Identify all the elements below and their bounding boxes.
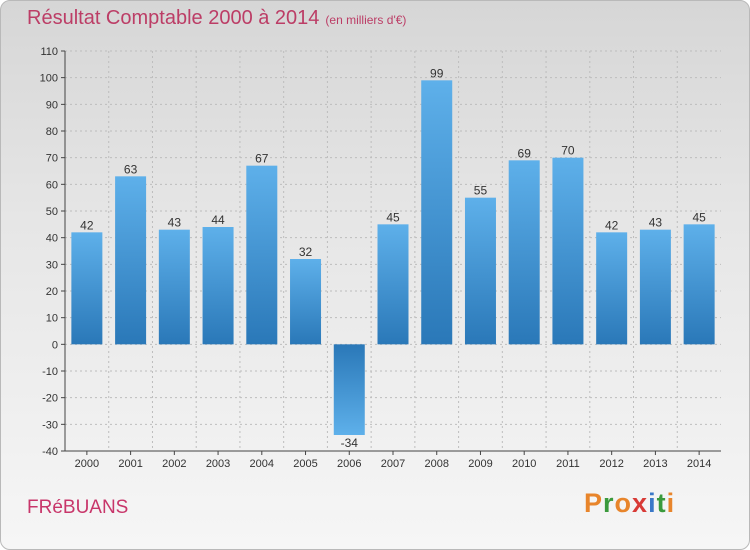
y-tick-label: 20 bbox=[46, 286, 58, 298]
bar bbox=[377, 224, 409, 345]
y-tick-label: 60 bbox=[46, 179, 58, 191]
bar-value-label: 43 bbox=[649, 216, 663, 230]
y-tick-label: 110 bbox=[40, 46, 58, 58]
bar bbox=[639, 229, 671, 345]
bar bbox=[71, 232, 103, 345]
y-tick-label: 10 bbox=[46, 313, 58, 325]
bar bbox=[464, 197, 496, 345]
y-tick-label: 90 bbox=[46, 99, 58, 111]
y-tick-label: -30 bbox=[42, 419, 58, 431]
x-tick-label: 2006 bbox=[337, 458, 361, 470]
y-tick-label: 80 bbox=[46, 126, 58, 138]
x-tick-label: 2010 bbox=[512, 458, 536, 470]
bar-value-label: 42 bbox=[605, 218, 619, 232]
x-tick-label: 2004 bbox=[250, 458, 274, 470]
bar bbox=[333, 344, 365, 435]
y-tick-label: -10 bbox=[42, 366, 58, 378]
bar-value-label: 43 bbox=[168, 216, 182, 230]
bar-value-label: -34 bbox=[341, 436, 359, 450]
bar bbox=[508, 160, 540, 345]
logo-letter: x bbox=[632, 488, 649, 518]
x-tick-label: 2008 bbox=[424, 458, 448, 470]
y-tick-label: 100 bbox=[40, 73, 58, 85]
bar-value-label: 69 bbox=[518, 146, 532, 160]
x-tick-label: 2014 bbox=[687, 458, 711, 470]
bar bbox=[202, 227, 234, 345]
logo-letter: t bbox=[656, 488, 667, 518]
y-tick-label: 40 bbox=[46, 233, 58, 245]
x-tick-label: 2002 bbox=[162, 458, 186, 470]
x-tick-label: 2013 bbox=[643, 458, 667, 470]
bar bbox=[115, 176, 147, 345]
bar bbox=[596, 232, 628, 345]
y-tick-label: -40 bbox=[42, 446, 58, 458]
logo-letter: r bbox=[603, 488, 615, 518]
x-tick-label: 2000 bbox=[75, 458, 99, 470]
x-tick-label: 2012 bbox=[599, 458, 623, 470]
bar bbox=[246, 165, 278, 345]
proxiti-logo[interactable]: Proxiti bbox=[584, 488, 675, 519]
y-tick-label: 70 bbox=[46, 153, 58, 165]
x-tick-label: 2011 bbox=[556, 458, 580, 470]
bar bbox=[552, 157, 584, 345]
bar bbox=[421, 80, 453, 345]
commune-name: FRéBUANS bbox=[27, 497, 129, 518]
bar-value-label: 67 bbox=[255, 152, 269, 166]
chart-title-text: Résultat Comptable 2000 à 2014 bbox=[27, 7, 320, 29]
bar-value-label: 63 bbox=[124, 162, 138, 176]
bar-value-label: 70 bbox=[561, 144, 575, 158]
bar-value-label: 55 bbox=[474, 184, 488, 198]
bar-value-label: 32 bbox=[299, 245, 313, 259]
logo-letter: o bbox=[614, 488, 633, 518]
bar bbox=[158, 229, 190, 345]
x-tick-label: 2007 bbox=[381, 458, 405, 470]
x-tick-label: 2001 bbox=[118, 458, 142, 470]
y-tick-label: 30 bbox=[46, 259, 58, 271]
x-tick-label: 2003 bbox=[206, 458, 230, 470]
y-tick-label: 50 bbox=[46, 206, 58, 218]
bar-value-label: 99 bbox=[430, 66, 444, 80]
bar-value-label: 42 bbox=[80, 218, 94, 232]
chart-subtitle: (en milliers d'€) bbox=[325, 13, 407, 27]
logo-letter: P bbox=[584, 488, 604, 518]
x-tick-label: 2009 bbox=[468, 458, 492, 470]
bar bbox=[683, 224, 715, 345]
chart-title: Résultat Comptable 2000 à 2014 (en millie… bbox=[27, 7, 406, 30]
logo-letter: i bbox=[648, 488, 657, 518]
logo-letter: i bbox=[666, 488, 676, 518]
x-tick-label: 2005 bbox=[293, 458, 317, 470]
bar-value-label: 44 bbox=[211, 213, 225, 227]
bar-value-label: 45 bbox=[692, 210, 706, 224]
y-tick-label: 0 bbox=[52, 339, 58, 351]
bar bbox=[290, 259, 322, 345]
bar-value-label: 45 bbox=[386, 210, 400, 224]
y-tick-label: -20 bbox=[42, 393, 58, 405]
